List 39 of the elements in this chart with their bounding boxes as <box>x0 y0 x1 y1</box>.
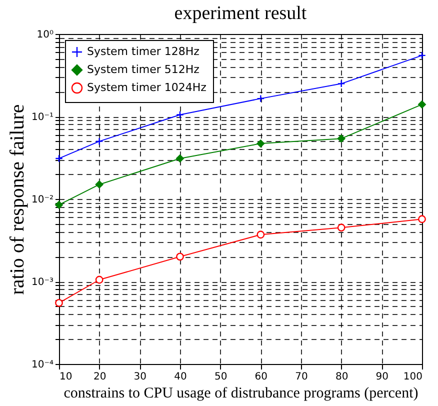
y-axis-title: ratio of response failure <box>6 104 28 295</box>
point <box>55 154 63 162</box>
legend-label: System timer 512Hz <box>87 63 200 76</box>
x-tick-label: 40 <box>174 372 187 382</box>
point <box>256 230 265 239</box>
chart-title: experiment result <box>174 3 308 24</box>
point <box>176 154 184 162</box>
point <box>256 94 265 103</box>
y-tick-label: 10⁰ <box>36 30 54 40</box>
point <box>176 252 184 261</box>
point <box>95 180 104 188</box>
x-tick-label: 80 <box>335 372 348 382</box>
point <box>176 110 184 119</box>
point <box>337 134 346 143</box>
point <box>95 276 104 284</box>
x-tick-label: 100 <box>403 372 422 382</box>
point <box>418 215 426 224</box>
x-tick-label: 60 <box>254 372 268 382</box>
x-tick-label: 10 <box>60 372 72 382</box>
point <box>55 298 63 307</box>
x-tick-label: 90 <box>376 372 389 382</box>
point <box>337 80 346 88</box>
y-tick-label: 10⁻² <box>31 194 54 206</box>
point <box>55 200 63 209</box>
x-tick-label: 30 <box>134 372 147 382</box>
point <box>95 137 104 146</box>
x-tick-label: 20 <box>93 372 106 382</box>
y-tick-label: 10⁻⁴ <box>31 360 54 370</box>
x-tick-label: 70 <box>295 372 308 382</box>
x-axis-title: constrains to CPU usage of distrubance programs (percent) <box>64 386 418 402</box>
point <box>337 224 346 232</box>
legend-label: System timer 128Hz <box>87 45 200 58</box>
point <box>256 140 265 148</box>
point <box>418 51 426 60</box>
legend-label: System timer 1024Hz <box>87 81 207 94</box>
point <box>418 100 426 108</box>
x-tick-label: 50 <box>214 372 228 382</box>
y-tick-label: 10⁻³ <box>31 277 54 288</box>
y-tick-label: 10⁻¹ <box>31 112 54 123</box>
